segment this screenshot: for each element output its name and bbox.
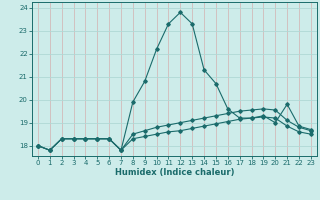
X-axis label: Humidex (Indice chaleur): Humidex (Indice chaleur): [115, 168, 234, 177]
